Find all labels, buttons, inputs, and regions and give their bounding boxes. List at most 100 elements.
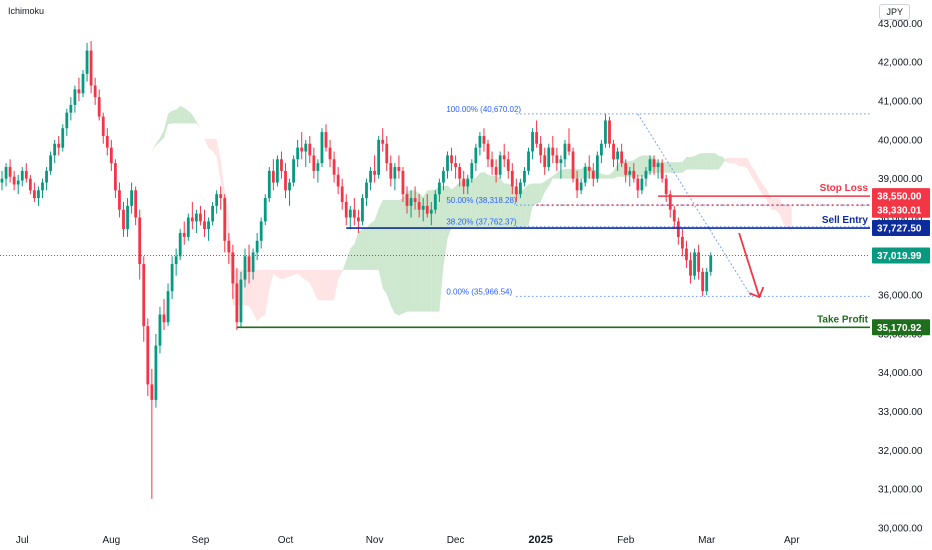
candle-body [20,170,24,181]
candle-body [344,201,348,218]
y-tick-label: 39,000.00 [878,174,923,185]
candle-body [154,345,158,400]
candle-body [389,163,393,179]
candle-body [0,178,4,183]
cloud-segment [504,183,509,228]
candle [551,135,555,164]
price-badges: 38,330.01 38,550.00 37,727.50 35,170.92 37,0… [872,188,930,336]
candle [575,170,579,199]
candle-body [454,163,457,168]
price-badge-text: 37,727.50 [877,224,922,235]
candle-body [166,291,170,323]
cloud-segment [196,121,201,130]
candle-body [138,217,142,265]
candle-body [93,85,97,98]
candle [178,229,182,261]
candle-body [69,104,73,113]
candle-body [676,221,680,237]
candle-body [4,167,8,179]
candle [519,178,522,199]
cloud-segment [564,168,569,179]
candle [668,190,672,218]
cloud-segment [548,175,553,187]
candle [280,151,283,179]
cloud-segment [694,154,699,170]
candle-body [8,167,12,177]
candle-body [612,143,615,160]
candle [118,182,121,218]
candle-body [490,159,494,168]
candle [20,167,24,187]
candle-body [571,151,575,179]
cloud-segment [151,143,156,152]
candle [365,178,368,206]
candle [417,194,421,218]
candle-body [361,198,364,222]
cloud-segment [427,190,432,312]
candle-body [255,240,259,253]
candle-body [292,159,295,183]
cloud-segment [330,269,335,301]
candle [377,135,381,179]
candle [681,229,684,257]
candle [450,147,453,171]
candle [405,186,409,214]
candle-body [539,143,543,156]
candle [126,198,129,237]
cloud-segment [382,200,387,295]
indicator-label[interactable]: Ichimoku [8,6,45,16]
cloud-segment [147,151,152,158]
candle [401,167,405,202]
candle-body [693,252,696,276]
candle-body [393,167,397,179]
candle [134,186,138,226]
x-tick-label: Sep [192,535,210,546]
ichimoku-cloud [83,105,792,322]
candle-body [85,50,89,74]
candle [69,97,73,121]
candle [142,256,146,342]
candle [672,205,676,230]
candle-body [697,252,700,272]
candle [28,174,32,195]
cloud-segment [710,153,715,170]
cloud-segment [670,162,675,173]
cloud-segment [755,171,760,190]
candle [61,124,65,152]
candle [150,368,154,499]
candle [53,139,57,164]
currency-button[interactable]: JPY [879,4,910,20]
cloud-segment [362,228,367,270]
cloud-segment [212,138,217,157]
candle [235,267,239,331]
candle-body [12,176,16,185]
candle-body [215,194,219,206]
candle-body [223,198,227,241]
candle-body [413,198,417,202]
candle [37,186,40,206]
candle-body [28,178,32,191]
cloud-segment [726,157,731,164]
candle-body [498,155,502,175]
cloud-segment [192,114,197,124]
candle [636,174,640,199]
candle [604,113,607,148]
candle-body [118,190,121,210]
cloud-segment [686,156,691,170]
cloud-segment [471,177,476,228]
candle-body [336,174,340,187]
candle [138,209,142,280]
candle [332,151,336,183]
candle-body [527,151,530,171]
candle-body [105,135,109,148]
candle-body [73,89,77,105]
candle-body [482,135,486,144]
candle-body [373,170,376,175]
price-badge-text: 38,330.01 [877,205,922,216]
candle-body [89,50,93,86]
candle [595,151,599,183]
projection-arrowhead [749,286,765,299]
candle [413,186,417,210]
cloud-segment [536,183,541,204]
